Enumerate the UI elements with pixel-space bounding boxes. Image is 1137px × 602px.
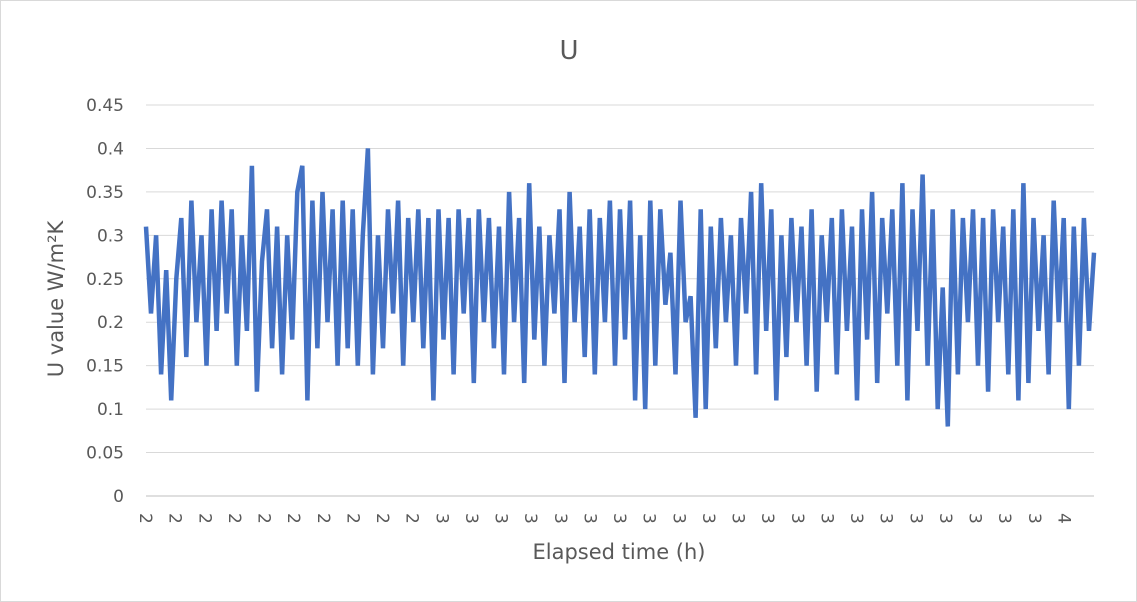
- x-tick-label: 2: [254, 513, 274, 524]
- x-tick-label: 2: [224, 513, 244, 524]
- x-tick-label: 3: [639, 513, 659, 524]
- y-tick-label: 0.3: [97, 226, 124, 246]
- x-tick-label: 3: [876, 513, 896, 524]
- x-tick-label: 3: [757, 513, 777, 524]
- x-tick-label: 3: [668, 513, 688, 524]
- x-tick-label: 2: [372, 513, 392, 524]
- x-tick-label: 2: [342, 513, 362, 524]
- x-tick-label: 2: [283, 513, 303, 524]
- y-axis-tick-labels: 0 0.05 0.1 0.15 0.2 0.25 0.3 0.35 0.4 0.45: [86, 96, 124, 507]
- y-tick-label: 0.2: [97, 313, 124, 333]
- y-tick-label: 0.15: [86, 357, 124, 377]
- chart-title: U: [559, 36, 578, 66]
- x-tick-label: 3: [787, 513, 807, 524]
- x-tick-label: 3: [965, 513, 985, 524]
- x-tick-label: 2: [194, 513, 214, 524]
- x-tick-label: 3: [491, 513, 511, 524]
- x-axis-title: Elapsed time (h): [533, 540, 706, 564]
- x-tick-label: 3: [520, 513, 540, 524]
- y-tick-label: 0.45: [86, 96, 124, 116]
- y-tick-label: 0.05: [86, 444, 124, 464]
- x-tick-label: 3: [609, 513, 629, 524]
- x-tick-label: 3: [994, 513, 1014, 524]
- x-tick-label: 3: [431, 513, 451, 524]
- x-tick-label: 3: [935, 513, 955, 524]
- x-tick-label: 3: [461, 513, 481, 524]
- series-line: [143, 148, 1097, 427]
- y-tick-label: 0.4: [97, 139, 124, 159]
- y-tick-label: 0: [113, 487, 124, 507]
- x-tick-label: 2: [313, 513, 333, 524]
- y-tick-label: 0.35: [86, 183, 124, 203]
- x-tick-label: 3: [816, 513, 836, 524]
- x-tick-label: 4: [1053, 513, 1073, 524]
- y-axis-title: U value W/m²K: [44, 219, 68, 377]
- x-tick-label: 3: [728, 513, 748, 524]
- x-tick-label: 2: [402, 513, 422, 524]
- x-tick-label: 3: [698, 513, 718, 524]
- y-tick-label: 0.1: [97, 400, 124, 420]
- x-tick-label: 3: [1024, 513, 1044, 524]
- x-tick-label: 2: [135, 513, 155, 524]
- x-tick-label: 3: [905, 513, 925, 524]
- y-tick-label: 0.25: [86, 270, 124, 290]
- x-tick-label: 3: [550, 513, 570, 524]
- x-tick-label: 2: [165, 513, 185, 524]
- x-tick-label: 3: [846, 513, 866, 524]
- series-layer: [143, 148, 1097, 427]
- x-tick-label: 3: [579, 513, 599, 524]
